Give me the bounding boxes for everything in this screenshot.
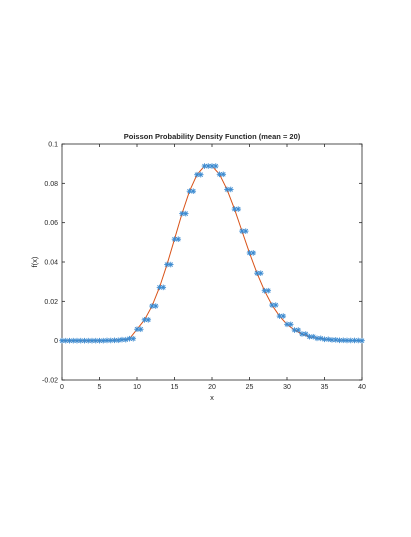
x-tick-label: 40 bbox=[358, 384, 366, 391]
data-point-marker bbox=[359, 337, 365, 344]
x-axis-label: x bbox=[210, 393, 214, 402]
data-point-marker bbox=[190, 188, 197, 194]
y-tick-label: 0 bbox=[54, 338, 58, 345]
data-point-marker bbox=[145, 317, 152, 323]
data-point-marker bbox=[257, 270, 264, 277]
x-tick-label: 35 bbox=[321, 384, 329, 391]
data-point-marker bbox=[122, 336, 129, 343]
data-point-marker bbox=[291, 327, 298, 333]
x-tick-label: 30 bbox=[283, 384, 291, 391]
x-tick-label: 15 bbox=[171, 384, 179, 391]
data-point-marker bbox=[295, 327, 302, 333]
data-point-marker bbox=[287, 321, 294, 328]
x-tick-label: 25 bbox=[246, 384, 254, 391]
x-tick-label: 0 bbox=[60, 384, 64, 391]
data-point-marker bbox=[227, 186, 234, 193]
y-tick-label: 0.04 bbox=[44, 260, 58, 267]
y-tick-label: 0.02 bbox=[44, 299, 58, 306]
data-point-marker bbox=[160, 284, 167, 291]
data-point-marker bbox=[141, 317, 148, 323]
data-point-marker bbox=[280, 313, 287, 319]
data-point-marker bbox=[272, 302, 279, 308]
data-point-marker bbox=[182, 210, 189, 217]
y-tick-label: 0.08 bbox=[44, 181, 58, 188]
data-point-marker bbox=[152, 303, 159, 309]
data-point-marker bbox=[85, 337, 92, 344]
x-axis-ticks: 0 5 10 15 20 25 30 35 40 bbox=[60, 144, 366, 391]
data-point-marker bbox=[261, 287, 268, 294]
data-point-marker bbox=[269, 302, 275, 308]
data-point-marker bbox=[254, 270, 260, 277]
y-axis-label: f(x) bbox=[30, 256, 39, 267]
data-point-marker bbox=[325, 336, 332, 343]
data-point-marker bbox=[235, 206, 242, 212]
data-point-marker bbox=[321, 336, 328, 343]
data-point-marker bbox=[212, 163, 219, 169]
data-point-marker bbox=[242, 228, 249, 234]
plot-area bbox=[61, 143, 363, 381]
data-point-marker bbox=[171, 236, 178, 242]
pdf-marker-series bbox=[59, 163, 365, 344]
data-point-marker bbox=[167, 261, 174, 268]
data-point-marker bbox=[340, 337, 347, 344]
data-point-marker bbox=[137, 326, 144, 333]
data-point-marker bbox=[179, 210, 185, 217]
data-point-marker bbox=[130, 335, 137, 342]
data-point-marker bbox=[115, 337, 122, 344]
x-tick-label: 5 bbox=[98, 384, 102, 391]
data-point-marker bbox=[220, 171, 227, 178]
data-point-marker bbox=[197, 171, 204, 178]
data-point-marker bbox=[302, 331, 309, 337]
x-tick-label: 20 bbox=[208, 384, 216, 391]
data-point-marker bbox=[149, 303, 155, 309]
data-point-marker bbox=[126, 335, 133, 342]
data-point-marker bbox=[317, 335, 324, 342]
y-tick-label: -0.02 bbox=[42, 378, 58, 385]
y-tick-label: 0.06 bbox=[44, 220, 58, 227]
data-point-marker bbox=[74, 337, 80, 344]
data-point-marker bbox=[314, 335, 320, 342]
data-point-marker bbox=[265, 287, 272, 294]
x-tick-label: 10 bbox=[133, 384, 141, 391]
chart-title: Poisson Probability Density Function (me… bbox=[124, 132, 301, 141]
data-point-marker bbox=[299, 331, 305, 337]
data-point-marker bbox=[250, 250, 257, 256]
y-tick-label: 0.1 bbox=[48, 142, 58, 149]
data-point-marker bbox=[175, 236, 182, 242]
